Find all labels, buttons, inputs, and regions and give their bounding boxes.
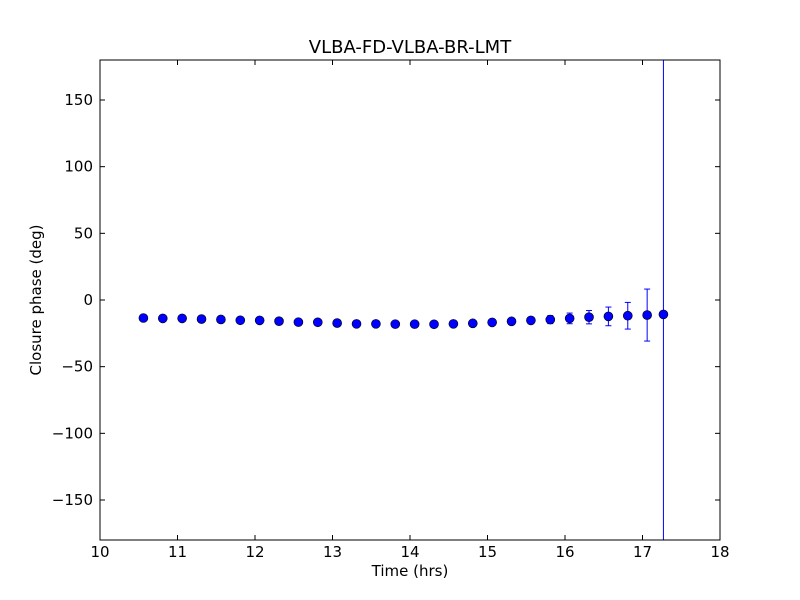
data-point xyxy=(622,310,633,321)
data-point xyxy=(642,310,652,320)
data-point xyxy=(235,315,246,326)
y-tick-label: 100 xyxy=(64,158,93,176)
data-point xyxy=(545,314,556,325)
x-tick-label: 12 xyxy=(245,543,264,561)
data-point xyxy=(409,319,420,329)
x-tick-label: 14 xyxy=(400,543,419,561)
x-axis-ticks: 10 11 12 13 14 15 16 17 18 xyxy=(90,60,730,561)
x-axis-label: Time (hrs) xyxy=(371,562,449,580)
data-point xyxy=(506,316,517,327)
data-point xyxy=(196,314,207,324)
data-point xyxy=(371,319,381,329)
data-point xyxy=(157,313,168,324)
data-point xyxy=(332,318,342,328)
x-tick-label: 10 xyxy=(90,543,109,561)
data-point xyxy=(448,319,459,329)
data-point xyxy=(138,313,149,323)
data-point xyxy=(526,315,536,326)
y-tick-label: 150 xyxy=(64,91,93,109)
x-tick-label: 18 xyxy=(710,543,729,561)
y-axis-ticks: −150 −100 −50 0 50 100 150 xyxy=(52,91,720,509)
plot-background xyxy=(100,60,720,540)
x-tick-label: 16 xyxy=(555,543,574,561)
data-point xyxy=(658,309,669,320)
data-point xyxy=(584,312,594,323)
data-point xyxy=(564,313,575,324)
data-point xyxy=(429,319,439,330)
x-tick-label: 11 xyxy=(168,543,187,561)
data-point xyxy=(177,313,187,324)
y-tick-label: −50 xyxy=(61,358,93,376)
data-point xyxy=(467,318,478,329)
y-tick-label: 0 xyxy=(83,291,93,309)
data-point xyxy=(603,311,614,322)
y-axis-label: Closure phase (deg) xyxy=(27,225,45,376)
data-point xyxy=(390,319,401,329)
data-point xyxy=(487,317,497,328)
y-tick-label: 50 xyxy=(74,224,93,242)
x-tick-label: 15 xyxy=(478,543,497,561)
data-point xyxy=(351,319,362,329)
y-tick-label: −100 xyxy=(52,424,93,442)
data-point xyxy=(312,317,323,328)
data-point xyxy=(216,314,226,325)
data-point xyxy=(254,315,265,326)
x-tick-label: 13 xyxy=(323,543,342,561)
y-tick-label: −150 xyxy=(52,491,93,509)
data-point xyxy=(274,316,284,327)
chart-title: VLBA-FD-VLBA-BR-LMT xyxy=(309,37,512,58)
data-layer xyxy=(138,60,669,540)
x-tick-label: 17 xyxy=(633,543,652,561)
data-point xyxy=(293,317,304,327)
